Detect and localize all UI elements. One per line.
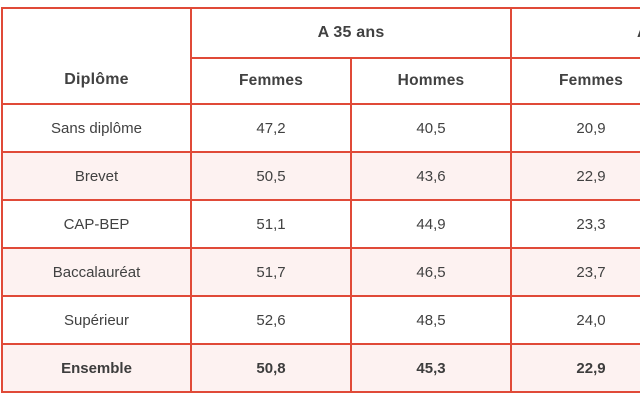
row-label: Ensemble xyxy=(1,343,192,393)
cell-femmes-35: 50,8 xyxy=(190,343,352,393)
cell-femmes-35: 51,1 xyxy=(190,199,352,249)
cell-femmes-35: 47,2 xyxy=(190,103,352,153)
table-row-sans-diplome: Sans diplôme 47,2 40,5 20,9 xyxy=(1,103,640,153)
column-header-hommes-35: Hommes xyxy=(349,57,513,105)
cell-hommes-35: 48,5 xyxy=(349,295,513,345)
table-row-ensemble: Ensemble 50,8 45,3 22,9 xyxy=(1,343,640,393)
header-sub-row: Femmes Hommes Femmes xyxy=(2,57,640,105)
cell-femmes-2: 22,9 xyxy=(510,151,640,201)
cell-hommes-35: 45,3 xyxy=(349,343,513,393)
row-label: Brevet xyxy=(1,151,192,201)
cell-hommes-35: 40,5 xyxy=(349,103,513,153)
column-header-femmes-2: Femmes xyxy=(510,57,640,105)
cell-hommes-35: 44,9 xyxy=(349,199,513,249)
row-label: Supérieur xyxy=(1,295,192,345)
cell-femmes-2: 22,9 xyxy=(510,343,640,393)
cell-hommes-35: 46,5 xyxy=(349,247,513,297)
cell-hommes-35: 43,6 xyxy=(349,151,513,201)
table-row-cap-bep: CAP-BEP 51,1 44,9 23,3 xyxy=(1,199,640,249)
cell-femmes-2: 23,3 xyxy=(510,199,640,249)
row-label: CAP-BEP xyxy=(1,199,192,249)
cell-femmes-35: 51,7 xyxy=(190,247,352,297)
column-header-diplome: Diplôme xyxy=(1,7,192,105)
column-header-femmes-35: Femmes xyxy=(190,57,352,105)
column-group-clipped-partial-label: A xyxy=(637,24,640,41)
column-group-clipped: A xyxy=(510,7,640,59)
table-row-baccalaureat: Baccalauréat 51,7 46,5 23,7 xyxy=(1,247,640,297)
column-group-a-35-ans: A 35 ans xyxy=(189,7,513,59)
cell-femmes-2: 24,0 xyxy=(510,295,640,345)
diploma-table: Diplôme A 35 ans A Femmes Hommes Femmes … xyxy=(1,7,640,393)
header-group-row: Diplôme A 35 ans A xyxy=(1,7,640,105)
cell-femmes-35: 50,5 xyxy=(190,151,352,201)
cell-femmes-2: 20,9 xyxy=(510,103,640,153)
row-label: Baccalauréat xyxy=(1,247,192,297)
cell-femmes-35: 52,6 xyxy=(190,295,352,345)
table-row-superieur: Supérieur 52,6 48,5 24,0 xyxy=(1,295,640,345)
row-label: Sans diplôme xyxy=(1,103,192,153)
table-row-brevet: Brevet 50,5 43,6 22,9 xyxy=(1,151,640,201)
cell-femmes-2: 23,7 xyxy=(510,247,640,297)
